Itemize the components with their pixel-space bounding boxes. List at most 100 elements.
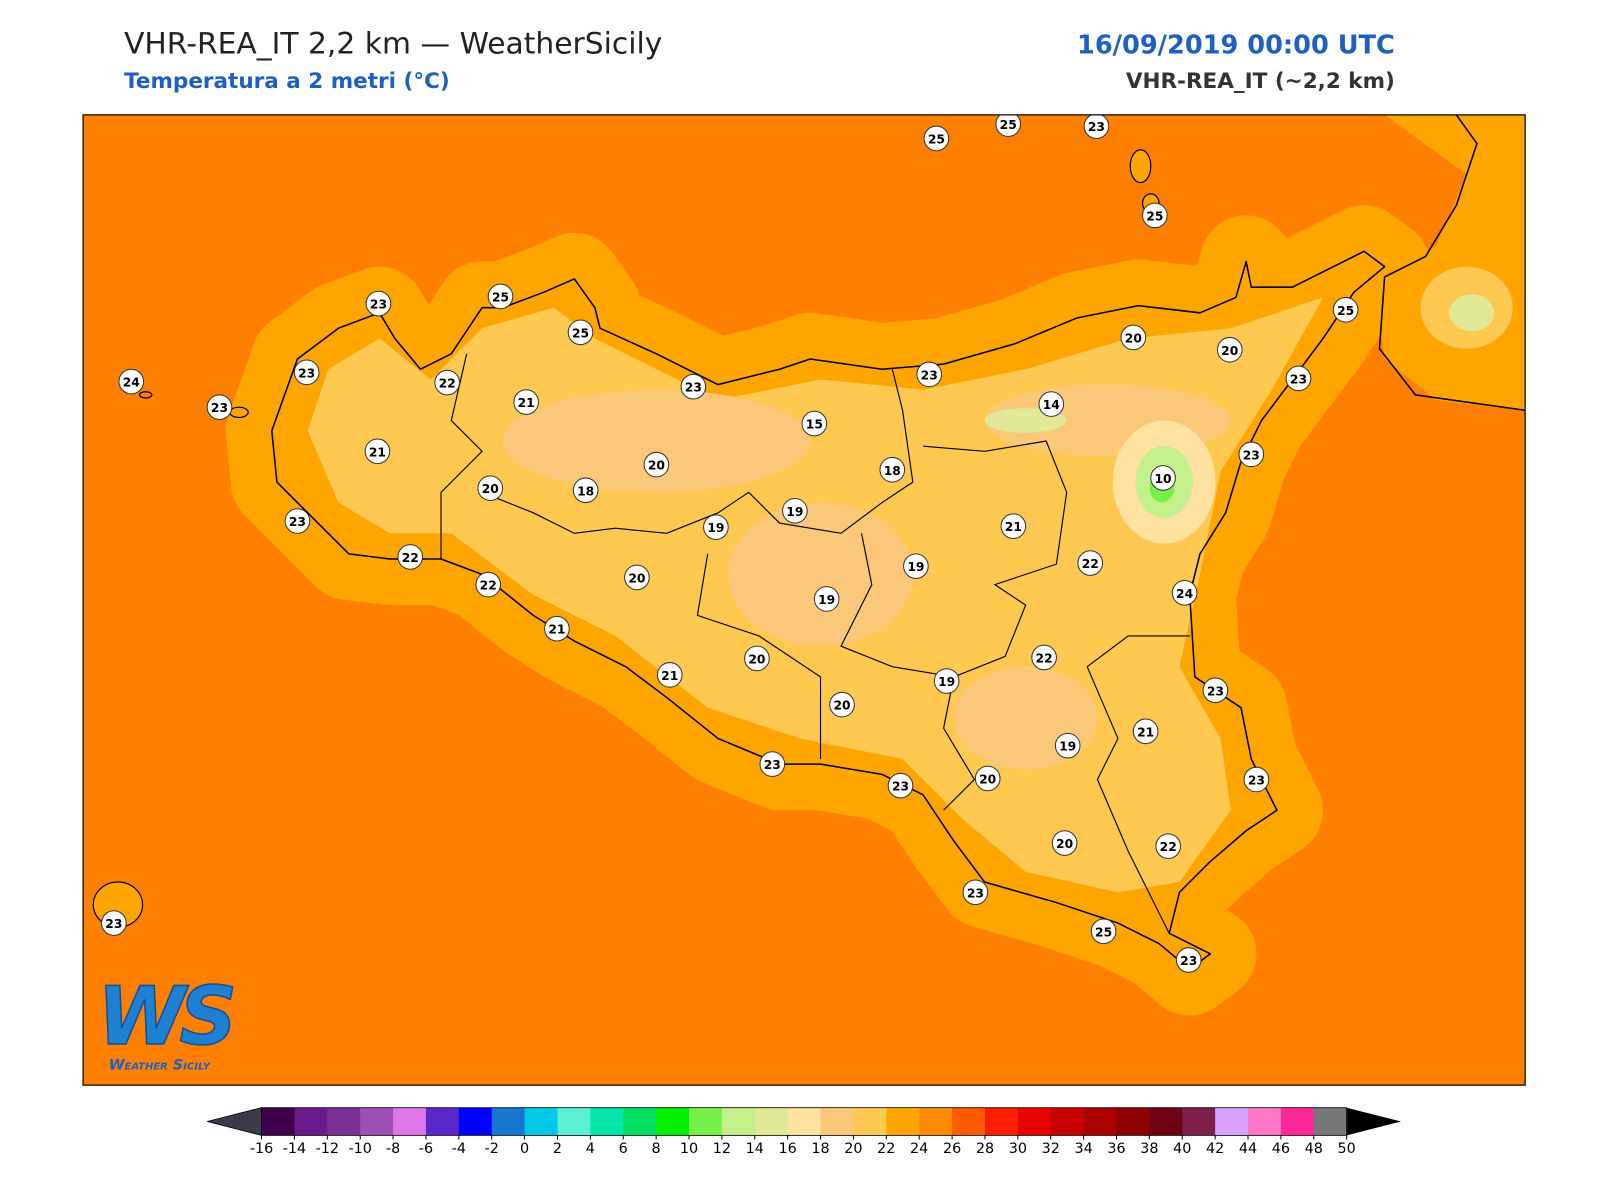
station-marker (1171, 580, 1198, 606)
colorbar-tick-label: -6 (419, 1141, 433, 1157)
station-marker (118, 368, 145, 395)
station-value: 21 (661, 669, 678, 683)
colorbar-bin (1050, 1107, 1085, 1136)
station-marker (206, 394, 233, 420)
station: 23 (962, 879, 989, 906)
colorbar-tick-label: -12 (316, 1141, 339, 1157)
colorbar-tick-label: 10 (680, 1141, 698, 1157)
station-marker (1155, 833, 1182, 859)
station-marker (829, 691, 855, 718)
station-value: 23 (892, 780, 909, 794)
colorbar-tick-label: 4 (586, 1141, 595, 1157)
station-value: 24 (123, 376, 140, 390)
station-value: 22 (1082, 557, 1099, 571)
colorbar-tick-label: -4 (452, 1141, 466, 1157)
colorbar-tick-label: 22 (877, 1141, 895, 1157)
colorbar-bin (1017, 1107, 1052, 1136)
station: 25 (567, 319, 594, 346)
station-value: 25 (1337, 304, 1354, 318)
station: 25 (923, 125, 950, 152)
station-value: 25 (492, 290, 509, 304)
station-marker (567, 319, 594, 346)
station-marker (923, 125, 950, 152)
station-marker (643, 451, 670, 478)
station-value: 25 (1095, 925, 1112, 939)
station-marker (995, 114, 1022, 137)
colorbar-bin (1215, 1107, 1249, 1136)
colorbar-bin (1083, 1107, 1118, 1136)
station-marker (680, 373, 707, 400)
station: 20 (477, 475, 504, 502)
calabria-coast (1378, 114, 1526, 412)
station-marker (744, 645, 770, 672)
station: 24 (1171, 580, 1198, 606)
calabria-peak (1449, 294, 1495, 332)
colorbar-bin (491, 1107, 526, 1136)
station-marker (1243, 766, 1270, 793)
station-marker (1132, 718, 1159, 745)
colorbar-bin (656, 1107, 690, 1136)
colorbar-bin (261, 1107, 295, 1136)
colorbar-tick-label: 44 (1239, 1141, 1257, 1157)
station-marker (1031, 644, 1057, 671)
colorbar-tick-label: 18 (811, 1141, 829, 1157)
station-value: 25 (1146, 209, 1163, 223)
island (138, 391, 153, 399)
subtitle: Temperatura a 2 metri (°C) (124, 69, 450, 94)
station-marker (813, 586, 840, 612)
station-value: 23 (289, 515, 306, 529)
colorbar-bin (1313, 1107, 1348, 1136)
station: 20 (1216, 336, 1243, 363)
station-value: 22 (402, 551, 419, 565)
station: 19 (813, 586, 840, 612)
province-borders (440, 353, 1190, 934)
colorbar-tick-label: 16 (779, 1141, 797, 1157)
colorbar-tick-label: 40 (1173, 1141, 1191, 1157)
station: 22 (434, 369, 460, 396)
colorbar-bin (294, 1107, 328, 1136)
station-marker (1332, 296, 1359, 323)
station-marker (1000, 513, 1027, 539)
station-value: 22 (439, 377, 456, 391)
station: 18 (572, 477, 599, 504)
station: 23 (293, 359, 320, 386)
colorbar-bin (984, 1107, 1019, 1136)
station: 20 (643, 451, 670, 478)
station: 23 (365, 290, 392, 317)
colorbar-tick-label: 50 (1338, 1141, 1356, 1157)
station-value: 21 (548, 623, 565, 637)
logo-name: Weather Sicily (109, 1058, 212, 1074)
colorbar-bin (787, 1107, 822, 1136)
colorbar-bin (623, 1107, 657, 1136)
station: 25 (1090, 918, 1117, 945)
colorbar-bin (886, 1107, 920, 1136)
station-value: 19 (818, 593, 835, 607)
station-marker (782, 497, 808, 524)
colorbar-tick-label: 42 (1206, 1141, 1224, 1157)
station: 21 (656, 662, 683, 688)
station: 22 (1155, 833, 1182, 859)
station-marker (1083, 114, 1110, 139)
station: 19 (703, 514, 729, 540)
station-value: 25 (928, 132, 945, 146)
station-marker (916, 361, 943, 388)
station-value: 22 (480, 579, 497, 593)
colorbar-tick-label: 0 (520, 1141, 529, 1157)
station: 21 (544, 615, 570, 642)
station-value: 18 (577, 484, 594, 498)
station: 19 (782, 497, 808, 524)
colorbar-bin (952, 1107, 986, 1136)
colorbar-tick-label: 24 (910, 1141, 928, 1157)
colorbar-bin (1280, 1107, 1315, 1136)
station: 20 (624, 564, 650, 591)
colorbar-bin (327, 1107, 361, 1136)
station: 21 (364, 438, 391, 465)
station: 23 (1083, 114, 1110, 139)
station-marker (572, 477, 599, 504)
station-marker (1038, 391, 1065, 417)
colorbar-bin (721, 1107, 756, 1136)
highland (728, 502, 913, 647)
colorbar-tick-label: 34 (1074, 1141, 1092, 1157)
station-marker (887, 772, 914, 799)
